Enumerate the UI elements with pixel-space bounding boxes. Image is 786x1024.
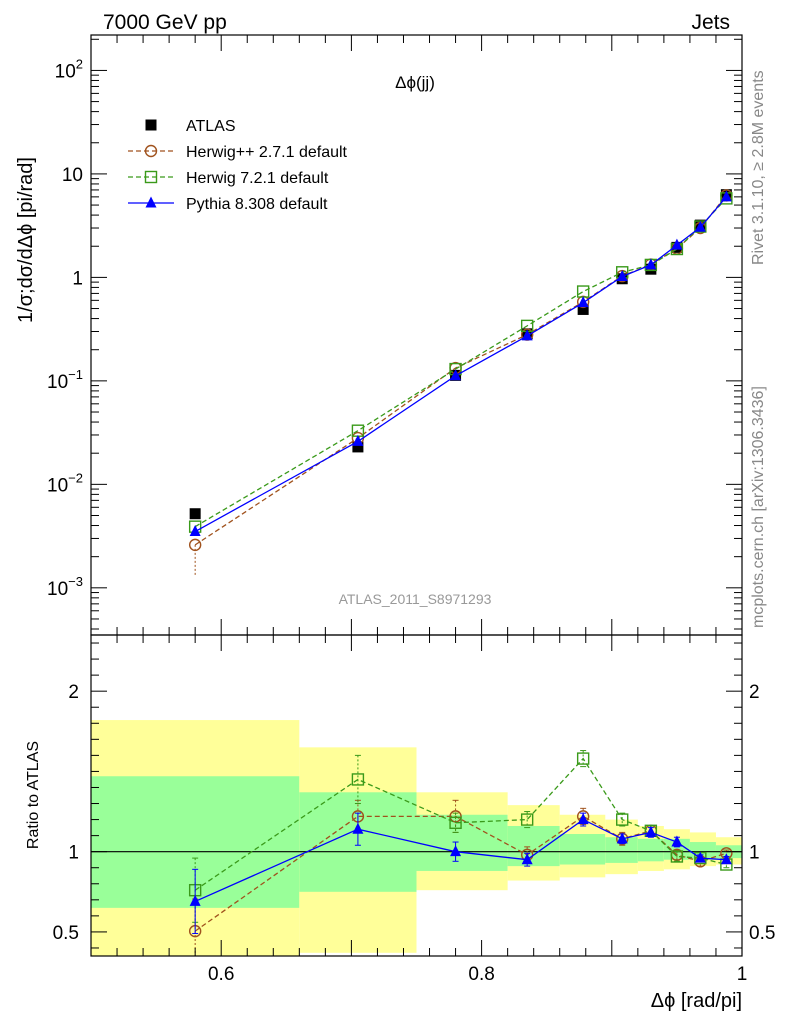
legend-entry: ATLAS <box>145 118 236 135</box>
main-y-tick-label-base: 10 <box>55 61 76 82</box>
ratio-series-line <box>194 815 727 932</box>
main-data-point <box>616 269 628 281</box>
legend-marker <box>145 196 157 208</box>
ratio-y-axis-label: Ratio to ATLAS <box>25 741 42 849</box>
main-y-tick-label: 10−2 <box>47 470 83 496</box>
ratio-y-tick-label: 0.5 <box>53 923 79 944</box>
main-y-tick-label-base: 10 <box>47 579 68 600</box>
main-data-point <box>189 525 201 537</box>
main-data-point <box>189 508 201 520</box>
main-series-line <box>194 196 727 533</box>
main-data-point <box>577 303 589 315</box>
main-data-point <box>450 369 462 381</box>
main-data-point <box>188 538 202 552</box>
ratio-y-tick-label-right: 1 <box>749 843 760 864</box>
main-series-herwig-2-7-1-default <box>188 189 733 577</box>
ratio-data-point <box>521 853 533 865</box>
legend-entry: Herwig 7.2.1 default <box>128 170 329 187</box>
legend-entry: Pythia 8.308 default <box>128 196 328 213</box>
legend-label: ATLAS <box>186 118 236 135</box>
legend-marker <box>144 144 158 158</box>
legend-label: Herwig++ 2.7.1 default <box>186 144 348 161</box>
header-right-label: Jets <box>691 11 730 34</box>
rivet-version-label: Rivet 3.1.10, ≥ 2.8M events <box>750 70 767 265</box>
ratio-data-point <box>577 813 589 825</box>
main-data-point <box>352 441 364 453</box>
main-y-tick-label: 1 <box>72 268 83 289</box>
x-tick-label: 0.6 <box>208 964 234 985</box>
main-data-point <box>352 434 364 446</box>
main-series-herwig-7-2-1-default <box>188 192 733 533</box>
header-left-label: 7000 GeV pp <box>103 11 227 34</box>
ratio-data-point <box>616 832 628 844</box>
main-title: Δϕ(jj) <box>395 73 435 92</box>
watermark-label: ATLAS_2011_S8971293 <box>339 591 492 607</box>
main-y-axis-label: 1/σ;dσ/dΔϕ [pi/rad] <box>15 157 37 323</box>
ratio-data-point <box>670 850 684 863</box>
main-data-point <box>694 220 706 232</box>
legend-marker <box>145 119 157 131</box>
ratio-data-point <box>351 773 365 786</box>
main-y-tick-label: 10−1 <box>47 367 83 393</box>
ratio-data-point <box>520 813 534 826</box>
main-y-tick-label-exponent: −3 <box>68 574 83 589</box>
ratio-data-point <box>576 752 590 765</box>
ratio-data-point <box>671 835 683 847</box>
ratio-y-tick-label-right: 0.5 <box>749 923 775 944</box>
legend-marker <box>144 170 158 184</box>
main-data-point <box>645 258 657 270</box>
legend-label: Herwig 7.2.1 default <box>186 170 329 187</box>
ratio-data-point <box>352 822 364 834</box>
ratio-data-point <box>720 853 732 865</box>
main-data-point <box>521 329 533 341</box>
main-data-point <box>720 190 732 202</box>
ratio-inner-band <box>507 825 560 867</box>
main-series-atlas <box>189 189 732 520</box>
main-y-tick-label-exponent: −2 <box>68 470 83 485</box>
ratio-data-point <box>450 845 462 857</box>
legend-label: Pythia 8.308 default <box>186 196 328 213</box>
main-series-pythia-8-308-default <box>189 190 732 537</box>
main-data-point <box>577 296 589 308</box>
ratio-inner-band <box>637 838 664 862</box>
main-y-tick-label-base: 10 <box>47 372 68 393</box>
main-y-tick-label-base: 10 <box>47 475 68 496</box>
main-series-line <box>194 197 727 528</box>
ratio-y-tick-label: 1 <box>68 843 79 864</box>
main-y-tick-label-exponent: −1 <box>68 367 83 382</box>
x-axis-label: Δϕ [rad/pi] <box>651 990 742 1012</box>
ratio-y-tick-label: 2 <box>68 682 79 703</box>
main-y-tick-label: 102 <box>55 56 83 82</box>
ratio-series-line <box>194 818 727 903</box>
main-data-point <box>671 238 683 250</box>
ratio-data-point <box>189 894 201 906</box>
mcplots-reference-label: mcplots.cern.ch [arXiv:1306.3436] <box>750 386 767 628</box>
legend: ATLAS Herwig++ 2.7.1 default Herwig 7.2.1 … <box>128 118 348 213</box>
main-y-tick-label: 10−3 <box>47 574 83 600</box>
x-tick-label: 1 <box>737 964 748 985</box>
main-y-tick-label-exponent: 2 <box>76 56 83 71</box>
x-tick-label: 0.8 <box>468 964 494 985</box>
ratio-inner-band <box>559 834 606 865</box>
ratio-series-pythia-8-308-default <box>189 812 732 935</box>
ratio-data-point <box>616 813 629 826</box>
ratio-data-point <box>645 825 657 837</box>
ratio-panel-frame <box>90 634 743 957</box>
ratio-inner-band <box>416 814 508 871</box>
main-y-tick-label: 10 <box>62 165 83 186</box>
ratio-panel: 0.5 0.51 12 20.6 0.8 1 Ratio to ATLAS Δϕ [rad… <box>25 634 775 1012</box>
legend-entry: Herwig++ 2.7.1 default <box>128 144 348 161</box>
ratio-series-line <box>194 757 727 891</box>
ratio-data-point <box>449 816 462 829</box>
ratio-y-tick-label-right: 2 <box>749 682 760 703</box>
main-data-point <box>576 285 590 298</box>
ratio-data-point <box>694 851 706 863</box>
